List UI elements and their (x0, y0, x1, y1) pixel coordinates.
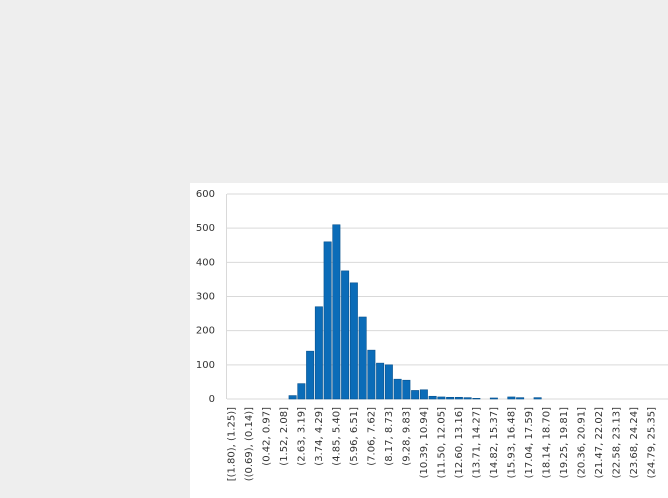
bar (489, 397, 498, 400)
bar (349, 282, 358, 400)
x-tick-label: (5.96, 6.51] (349, 407, 360, 466)
x-tick-label: (9.28, 9.83] (401, 407, 412, 466)
x-tick-label: (8.17, 8.73] (384, 407, 395, 466)
x-tick-label: (17.04, 17.59] (524, 407, 535, 479)
x-tick-label: (13.71, 14.27] (471, 407, 482, 479)
bar (516, 397, 525, 400)
bar (507, 396, 516, 400)
bar (463, 397, 472, 400)
bar (384, 364, 393, 400)
y-tick-label: 300 (196, 292, 215, 303)
x-tick-label: [(1.80), (1.25)] (226, 407, 237, 481)
bar (297, 383, 306, 400)
x-tick-label: ((0.69), (0.14)] (244, 407, 255, 481)
x-tick-label: (2.63, 3.19] (296, 407, 307, 466)
bar (533, 397, 542, 400)
x-tick-label: (24.79, 25.35] (646, 407, 657, 479)
y-tick-label: 100 (196, 360, 215, 371)
bar (341, 270, 350, 400)
x-tick-label: (18.14, 18.70] (541, 407, 552, 479)
x-tick-label: (4.85, 5.40] (331, 407, 342, 466)
x-tick-label: (19.25, 19.81] (559, 407, 570, 479)
y-tick-label: 500 (196, 223, 215, 234)
x-tick-label: (14.82, 15.37] (489, 407, 500, 479)
bar (393, 378, 402, 400)
bar (314, 306, 323, 400)
bar (437, 396, 446, 400)
bar (306, 350, 315, 400)
x-tick-label: (11.50, 12.05] (436, 407, 447, 479)
bar (472, 398, 481, 400)
x-tick-label: (3.74, 4.29] (314, 407, 325, 466)
bar (288, 395, 297, 400)
bar (358, 316, 367, 400)
x-tick-label: (10.39, 10.94] (419, 407, 430, 479)
x-tick-label: (20.36, 20.91] (576, 407, 587, 479)
bar (446, 396, 455, 400)
chart-panel (190, 183, 668, 498)
y-tick-label: 0 (209, 394, 215, 405)
x-tick-label: (22.58, 23.13] (611, 407, 622, 479)
bar (419, 389, 428, 400)
x-tick-label: (21.47, 22.02] (594, 407, 605, 479)
bar (332, 224, 341, 400)
bar (454, 396, 463, 400)
x-tick-label: (7.06, 7.62] (366, 407, 377, 466)
bar (376, 362, 385, 400)
y-tick-label: 400 (196, 257, 215, 268)
x-tick-label: (0.42, 0.97] (261, 407, 272, 466)
x-tick-label: (15.93, 16.48] (506, 407, 517, 479)
bar (411, 390, 420, 400)
bar (428, 395, 437, 400)
bar (402, 379, 411, 400)
y-tick-label: 200 (196, 326, 215, 337)
x-tick-label: (1.52, 2.08] (279, 407, 290, 466)
bar (323, 241, 332, 400)
bar (367, 349, 376, 400)
y-tick-label: 600 (196, 189, 215, 200)
x-tick-label: (12.60, 13.16] (454, 407, 465, 479)
x-tick-label: (23.68, 24.24] (629, 407, 640, 479)
